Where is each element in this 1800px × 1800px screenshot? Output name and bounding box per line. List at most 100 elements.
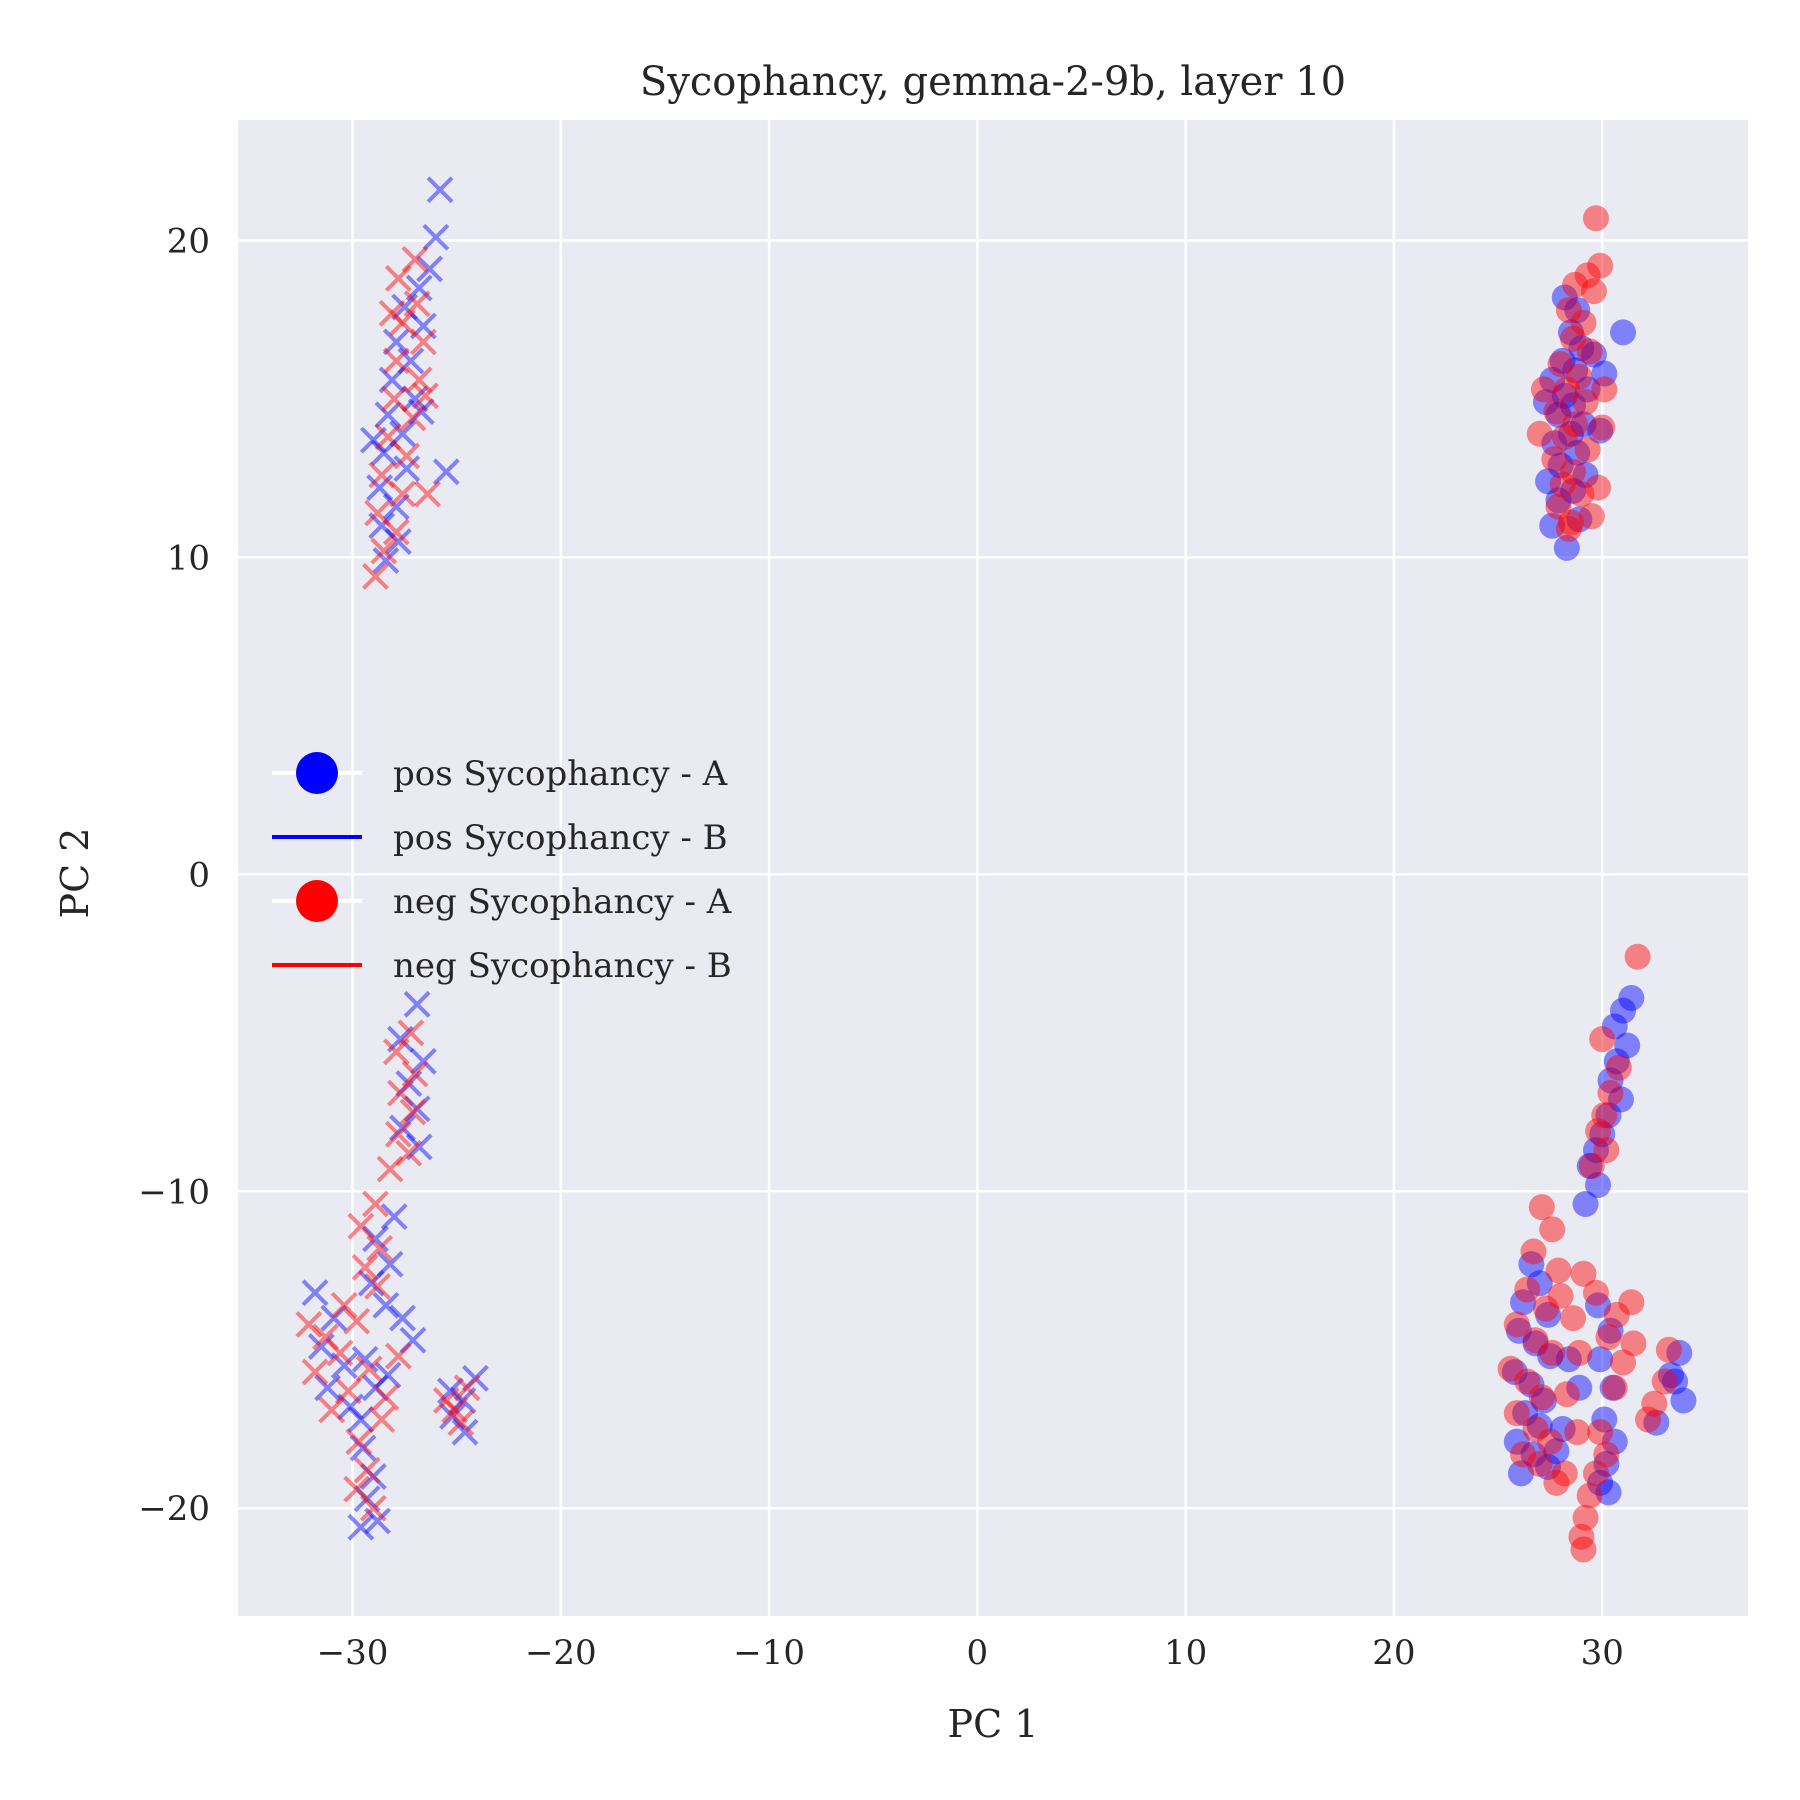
data-point-circle (1585, 474, 1612, 501)
data-point-circle (1572, 1504, 1599, 1531)
x-tick-label: 30 (1581, 1633, 1624, 1673)
data-point-circle (1535, 1301, 1562, 1328)
data-point-x (362, 1190, 389, 1218)
data-point-circle (1589, 1026, 1616, 1053)
data-point-circle (1557, 420, 1584, 447)
data-point-x (337, 1393, 364, 1421)
x-tick-labels: −30 −20 −10 0 10 20 30 (317, 1633, 1624, 1673)
data-point-x (301, 1358, 329, 1386)
data-point-x (349, 1434, 377, 1462)
data-point-x (384, 1342, 412, 1370)
data-point-circle (1597, 1067, 1624, 1094)
data-point-circle (1582, 1137, 1609, 1164)
data-point-circle (1545, 487, 1572, 514)
data-point-x (374, 423, 402, 451)
data-point-circle (1560, 458, 1587, 485)
data-point-circle (1562, 411, 1589, 438)
data-point-x (432, 458, 460, 486)
data-point-circle (1547, 1282, 1574, 1309)
data-point-circle (1503, 1311, 1530, 1338)
data-point-circle (1551, 284, 1578, 311)
data-point-x (426, 176, 454, 204)
data-point-circle (1557, 319, 1584, 346)
data-point-circle (1566, 506, 1593, 533)
data-point-circle (1670, 1387, 1697, 1414)
data-point-circle (1555, 515, 1582, 542)
data-point-x (387, 1079, 414, 1107)
data-point-circle (1593, 1450, 1620, 1477)
data-point-circle (1551, 382, 1578, 409)
data-point-circle (1539, 1339, 1566, 1366)
data-point-circle (1522, 1330, 1549, 1357)
data-point-x (370, 439, 398, 467)
data-point-x (449, 1387, 477, 1414)
data-point-circle (1560, 325, 1587, 352)
data-point-circle (1539, 512, 1566, 539)
data-point-x (347, 1406, 375, 1433)
data-point-circle (1522, 1416, 1549, 1442)
data-point-circle (1503, 1400, 1530, 1427)
data-point-x (326, 1339, 354, 1367)
data-point-circle (1570, 1536, 1597, 1563)
data-point-x (387, 1025, 414, 1053)
data-point-circle (1497, 1355, 1524, 1382)
grid (238, 120, 1748, 1616)
data-point-circle (1582, 205, 1609, 232)
data-point-circle (1618, 984, 1645, 1011)
x-tick-label: −10 (733, 1633, 805, 1673)
data-point-circle (1576, 1152, 1603, 1179)
data-point-x (462, 1364, 489, 1392)
data-point-x (391, 293, 419, 321)
data-point-x (389, 480, 416, 508)
data-point-circle (1570, 309, 1597, 336)
data-point-circle (1572, 389, 1599, 416)
data-point-x (447, 1409, 475, 1437)
plot-background (238, 120, 1748, 1616)
legend-label: neg Sycophancy - B (393, 946, 732, 986)
data-point-x (334, 1377, 362, 1405)
data-point-circle (1591, 1406, 1618, 1433)
data-point-circle (1541, 430, 1568, 457)
data-point-x (376, 1155, 404, 1183)
y-tick-labels: −20 −10 0 10 20 (138, 221, 210, 1529)
data-point-x (409, 1047, 437, 1075)
data-point-circle (1591, 360, 1618, 387)
data-point-circle (1551, 1460, 1578, 1487)
data-point-circle (1539, 366, 1566, 393)
data-point-x (439, 1402, 466, 1430)
data-point-x (366, 474, 394, 502)
data-point-circle (1547, 452, 1574, 479)
data-point-circle (1635, 1406, 1662, 1433)
data-point-x (318, 1396, 346, 1424)
legend-label: pos Sycophancy - A (393, 754, 728, 794)
y-axis-label: PC 2 (53, 828, 97, 919)
data-point-circle (1570, 411, 1597, 438)
data-point-circle (1560, 1305, 1587, 1332)
data-point-x (380, 1203, 408, 1231)
data-point-circle (1543, 1438, 1570, 1465)
data-point-circle (1518, 1371, 1545, 1398)
data-point-circle (1597, 1317, 1624, 1344)
data-point-circle (1532, 389, 1559, 416)
data-point-x (401, 246, 429, 273)
data-point-circle (1530, 376, 1557, 403)
data-point-x (374, 1361, 402, 1389)
data-point-circle (1526, 1270, 1553, 1297)
data-point-circle (1574, 262, 1601, 289)
data-point-x (422, 223, 450, 251)
data-point-circle (1564, 1419, 1591, 1446)
data-point-circle (1591, 1102, 1618, 1129)
data-point-circle (1560, 477, 1587, 504)
data-point-circle (1526, 1450, 1553, 1477)
data-point-circle (1547, 351, 1574, 378)
data-point-x (395, 1139, 423, 1167)
data-point-x (412, 382, 439, 410)
data-point-circle (1572, 1190, 1599, 1217)
data-point-x (393, 455, 421, 483)
x-tick-label: 20 (1372, 1633, 1415, 1673)
data-point-circle (1641, 1390, 1668, 1417)
data-point-x (355, 1355, 383, 1383)
data-point-circle (1587, 1346, 1614, 1373)
data-point-circle (1551, 423, 1578, 450)
